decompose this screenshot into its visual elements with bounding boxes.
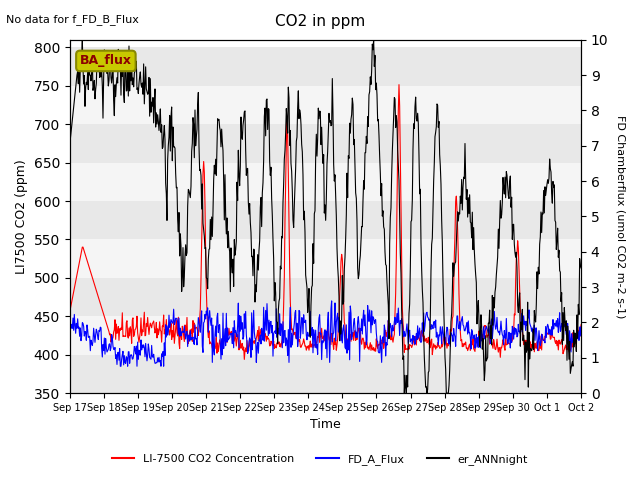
Bar [70,124,581,163]
Bar [70,355,581,393]
Text: No data for f_FD_B_Flux: No data for f_FD_B_Flux [6,14,140,25]
Bar [70,48,581,86]
X-axis label: Time: Time [310,419,340,432]
Text: BA_flux: BA_flux [80,54,132,67]
Bar [70,278,581,316]
Bar [70,86,581,124]
Bar [70,163,581,201]
Legend: LI-7500 CO2 Concentration, FD_A_Flux, er_ANNnight: LI-7500 CO2 Concentration, FD_A_Flux, er… [108,450,532,469]
Text: CO2 in ppm: CO2 in ppm [275,14,365,29]
Y-axis label: FD Chamberflux (umol CO2 m-2 s-1): FD Chamberflux (umol CO2 m-2 s-1) [615,115,625,318]
Bar [70,316,581,355]
Bar [70,201,581,240]
Bar [70,240,581,278]
Y-axis label: LI7500 CO2 (ppm): LI7500 CO2 (ppm) [15,159,28,274]
